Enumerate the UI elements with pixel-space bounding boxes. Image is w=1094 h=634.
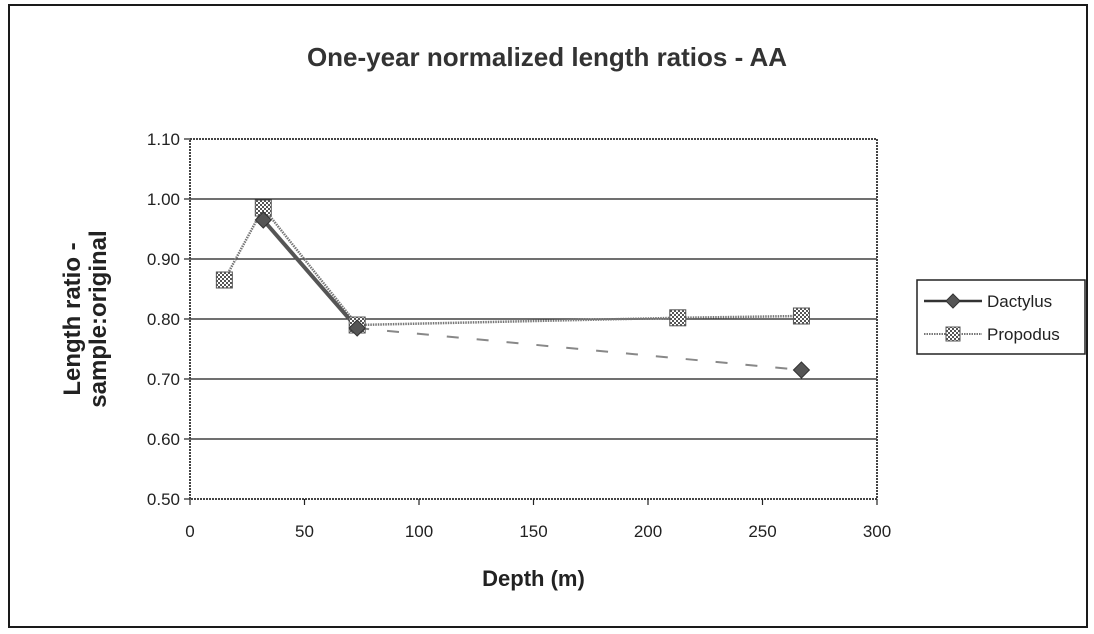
- x-tick-label: 0: [185, 522, 194, 541]
- series-line-dactylus: [261, 218, 359, 330]
- legend-marker-propodus: [945, 326, 961, 342]
- axis-labels: 0.50 0.60 0.70 0.80 0.90 1.00 1.10 0 50 100 150 200…: [59, 130, 891, 591]
- series-line-propodus: [223, 205, 802, 327]
- x-tick-label: 300: [863, 522, 891, 541]
- chart-frame: [8, 4, 1088, 628]
- x-tick-label: 150: [519, 522, 547, 541]
- axes: [184, 138, 878, 505]
- legend-box: [916, 279, 1086, 355]
- legend-label-dactylus: Dactylus: [987, 292, 1052, 311]
- legend: Dactylus Propodus: [916, 279, 1086, 355]
- x-tick-label: 100: [405, 522, 433, 541]
- data-point-dactylus: [792, 361, 811, 379]
- y-axis-title-line: Length ratio -: [59, 242, 86, 395]
- data-point-propodus: [792, 307, 810, 325]
- chart-title: One-year normalized length ratios - AA: [306, 42, 788, 72]
- grid-lines: [190, 198, 877, 440]
- y-tick-label: 1.10: [147, 130, 180, 149]
- x-tick-label: 200: [634, 522, 662, 541]
- data-point-dactylus: [348, 319, 366, 337]
- data-point-dactylus: [254, 211, 272, 229]
- x-axis-title: Depth (m): [482, 566, 585, 591]
- y-axis-title: Length ratio -sample:original: [59, 230, 112, 407]
- legend-marker-dactylus: [945, 293, 961, 309]
- y-tick-label: 1.00: [147, 190, 180, 209]
- series: [215, 199, 811, 379]
- y-tick-label: 0.70: [147, 370, 180, 389]
- y-tick-label: 0.60: [147, 430, 180, 449]
- y-axis-title-line: sample:original: [85, 230, 112, 407]
- x-tick-label: 250: [748, 522, 776, 541]
- data-point-propodus: [215, 271, 233, 289]
- y-tick-label: 0.80: [147, 310, 180, 329]
- legend-label-propodus: Propodus: [987, 325, 1060, 344]
- data-point-propodus: [669, 309, 687, 327]
- y-tick-label: 0.90: [147, 250, 180, 269]
- series-line-dactylus-dashed: [357, 327, 802, 371]
- y-tick-label: 0.50: [147, 490, 180, 509]
- x-tick-label: 50: [295, 522, 314, 541]
